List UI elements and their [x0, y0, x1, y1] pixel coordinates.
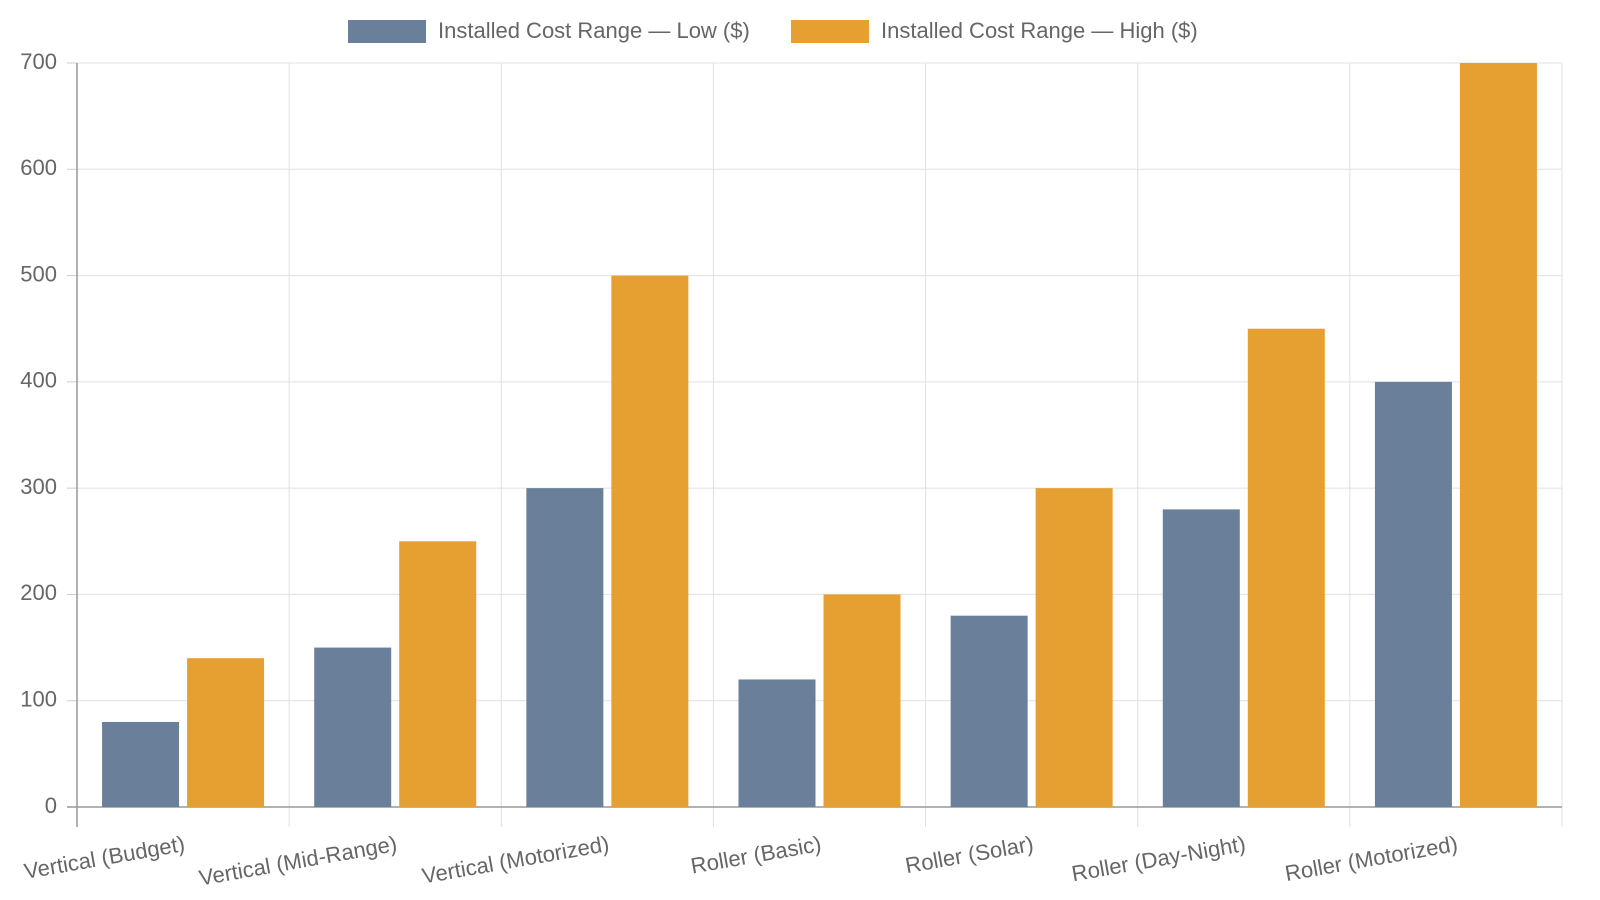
y-tick-label: 600: [20, 155, 57, 180]
x-tick-label: Roller (Motorized): [1283, 831, 1460, 886]
x-tick-label: Vertical (Motorized): [420, 831, 611, 889]
x-tick-label: Vertical (Mid-Range): [197, 831, 399, 890]
legend-swatch: [791, 20, 869, 43]
legend-swatch: [348, 20, 426, 43]
bar-low: [738, 679, 816, 807]
bar-low: [314, 647, 392, 807]
y-tick-label: 100: [20, 687, 57, 712]
y-tick-label: 500: [20, 261, 57, 286]
bar-low: [1162, 509, 1240, 807]
bar-high: [823, 594, 901, 807]
y-tick-label: 300: [20, 474, 57, 499]
bar-high: [611, 275, 689, 808]
bar-low: [1374, 381, 1452, 807]
y-tick-label: 700: [20, 49, 57, 74]
bar-high: [1247, 328, 1325, 807]
x-tick-label: Roller (Day-Night): [1070, 831, 1248, 886]
y-tick-label: 0: [45, 793, 57, 818]
x-tick-label: Roller (Basic): [689, 831, 823, 879]
bar-high: [1035, 488, 1113, 807]
x-tick-label: Roller (Solar): [903, 831, 1035, 878]
legend: Installed Cost Range — Low ($) Installed …: [348, 18, 1198, 43]
bar-low: [526, 488, 604, 807]
bar-low: [102, 721, 180, 807]
bar-high: [1459, 63, 1537, 807]
legend-label: Installed Cost Range — High ($): [881, 18, 1198, 43]
bar-high: [399, 541, 477, 807]
y-tick-label: 400: [20, 368, 57, 393]
grid-lines: [67, 62, 1563, 827]
bar-high: [187, 658, 265, 807]
legend-label: Installed Cost Range — Low ($): [438, 18, 750, 43]
y-tick-label: 200: [20, 580, 57, 605]
x-tick-label: Vertical (Budget): [22, 831, 187, 884]
bar-low: [950, 615, 1028, 807]
